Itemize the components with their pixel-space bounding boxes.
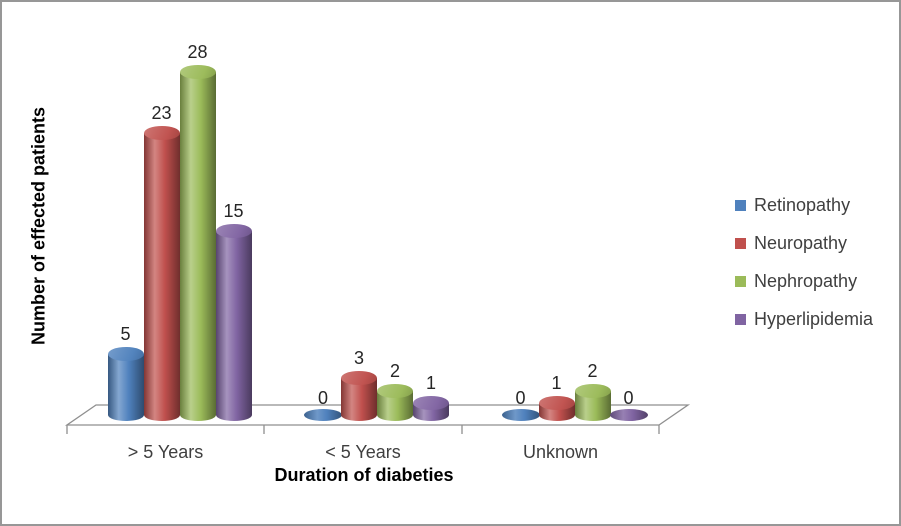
cylinder-top (143, 126, 180, 141)
legend-swatch (735, 200, 746, 211)
cylinder-top (377, 383, 413, 398)
legend-swatch (735, 314, 746, 325)
data-label: 0 (317, 388, 329, 408)
cylinder-bar (341, 378, 377, 421)
category-label: < 5 Years (325, 442, 401, 462)
data-label: 2 (389, 360, 401, 381)
category-label: Unknown (522, 442, 599, 462)
cylinder-top (341, 371, 377, 386)
zero-value-ellipse (609, 409, 648, 421)
cylinder-top (215, 224, 252, 239)
zero-value-ellipse (304, 409, 342, 421)
cylinder-top (179, 65, 216, 79)
data-label: 2 (587, 360, 598, 381)
data-label: 28 (187, 42, 208, 62)
data-label: 1 (551, 372, 562, 393)
cylinder-top (107, 346, 144, 361)
legend-label: Nephropathy (754, 271, 858, 291)
cylinder-bar (179, 72, 216, 421)
legend-item: Neuropathy (735, 233, 873, 254)
legend: Retinopathy Neuropathy Nephropathy Hyperlip… (735, 195, 873, 347)
legend-swatch (735, 276, 746, 287)
cylinder-bar (143, 133, 180, 421)
cylinder-bar (215, 231, 252, 421)
legend-label: Neuropathy (754, 233, 848, 253)
data-label: 5 (120, 323, 131, 344)
cylinder-top (574, 383, 611, 398)
legend-swatch (735, 238, 746, 249)
data-label: 23 (151, 103, 172, 124)
data-label: 0 (623, 388, 634, 408)
legend-label: Retinopathy (754, 195, 851, 215)
legend-item: Hyperlipidemia (735, 309, 873, 330)
cylinder-top (413, 395, 449, 410)
legend-item: Retinopathy (735, 195, 873, 216)
data-label: 0 (515, 388, 526, 408)
zero-value-ellipse (501, 409, 540, 421)
legend-label: Hyperlipidemia (754, 309, 874, 329)
cylinder-bar (107, 353, 144, 421)
cylinder-top (538, 395, 575, 410)
category-label: > 5 Years (127, 442, 204, 462)
data-label: 3 (353, 348, 365, 369)
legend-item: Nephropathy (735, 271, 873, 292)
x-axis-title: Duration of diabeties (274, 465, 454, 485)
data-label: 1 (425, 372, 437, 393)
y-axis-title: Number of effected patients (28, 106, 49, 346)
data-label: 15 (223, 201, 244, 222)
